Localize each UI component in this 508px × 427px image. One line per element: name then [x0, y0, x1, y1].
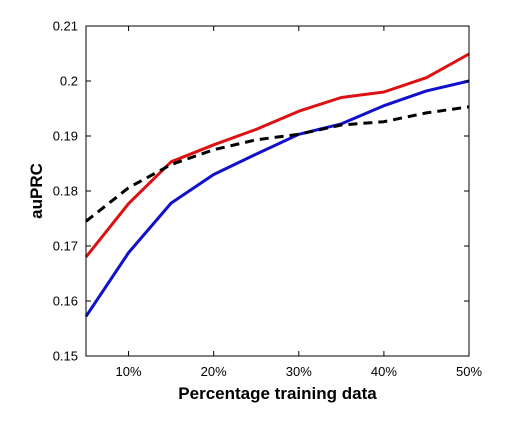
- series-line-1: [84, 52, 470, 258]
- y-axis-title: auPRC: [27, 163, 46, 219]
- x-tick-label: 40%: [371, 364, 397, 379]
- y-tick-label: 0.17: [53, 239, 78, 254]
- y-tick-label: 0.2: [60, 74, 78, 89]
- y-tick-label: 0.15: [53, 349, 78, 364]
- ticks-layer: 10% 20% 30% 40% 50% 0.15 0.16 0.17 0.18 0.19 0.2 0.…: [53, 19, 483, 380]
- y-tick-label: 0.18: [53, 184, 78, 199]
- y-tick-label: 0.19: [53, 129, 78, 144]
- series-line-2: [84, 79, 470, 318]
- x-axis-title: Percentage training data: [178, 384, 377, 403]
- x-tick-label: 10%: [116, 364, 142, 379]
- y-tick-label: 0.21: [53, 19, 78, 34]
- x-tick-label: 50%: [456, 364, 482, 379]
- series-layer: [84, 52, 470, 318]
- series-line-3: [85, 105, 470, 223]
- x-tick-label: 30%: [286, 364, 312, 379]
- y-tick-label: 0.16: [53, 294, 78, 309]
- x-tick-label: 20%: [201, 364, 227, 379]
